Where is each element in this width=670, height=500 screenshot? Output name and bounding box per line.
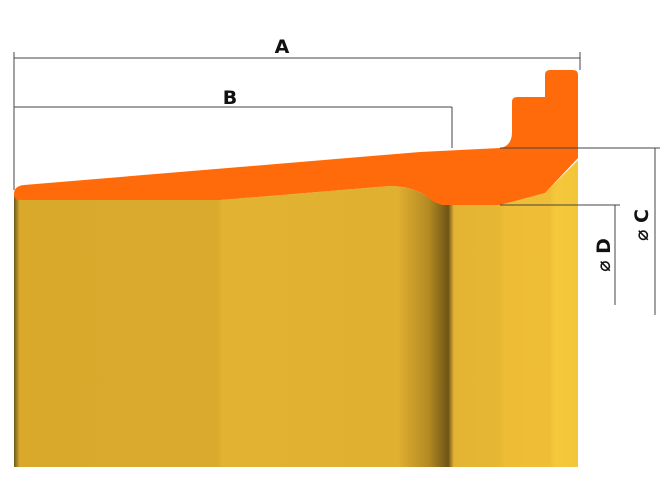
dim-b-line [14, 106, 453, 148]
dim-a-line [13, 52, 581, 190]
dimension-lines [13, 52, 660, 315]
dim-c-line [500, 147, 660, 315]
label-d: ⌀ D [593, 238, 615, 272]
label-b: B [223, 87, 237, 109]
label-c: ⌀ C [631, 209, 653, 241]
gasket-profile [14, 70, 578, 205]
label-a: A [275, 36, 290, 58]
pipe-body [14, 70, 578, 467]
dim-d-line [500, 204, 620, 305]
spigot [14, 160, 578, 467]
